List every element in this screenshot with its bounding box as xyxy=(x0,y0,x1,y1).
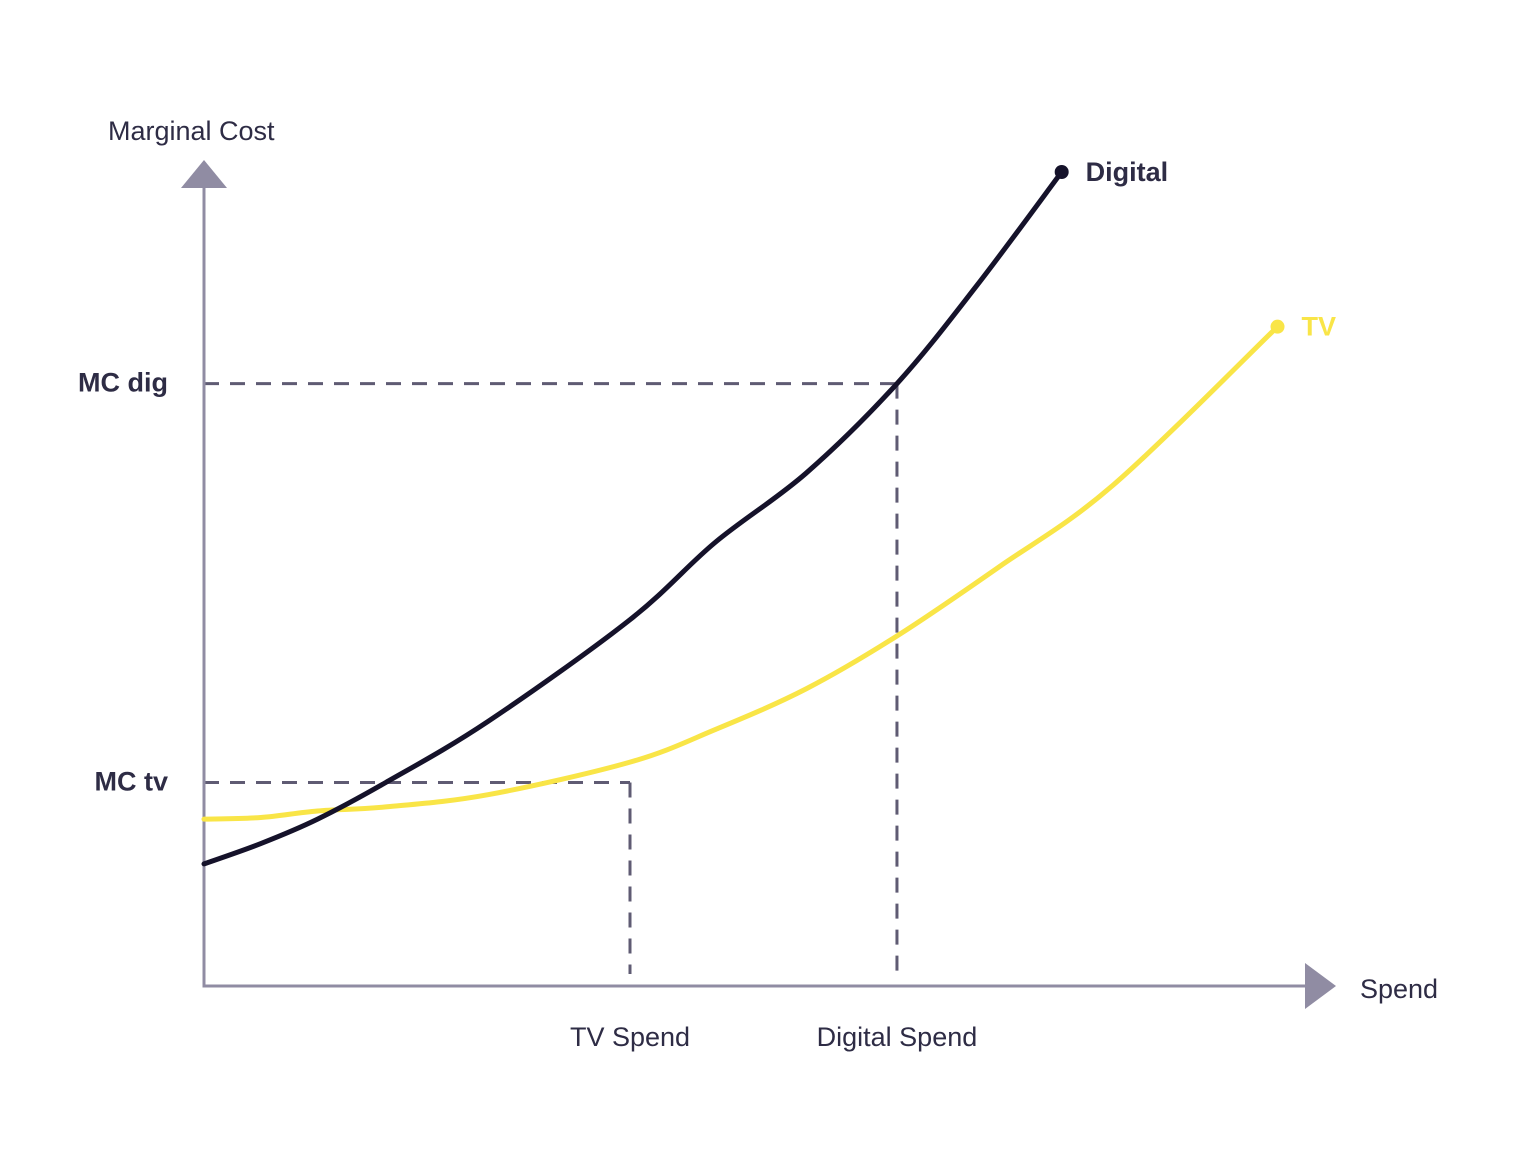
x-tick-label: TV Spend xyxy=(570,1022,690,1052)
x-tick-label: Digital Spend xyxy=(817,1022,978,1052)
tv-end-point xyxy=(1270,319,1285,334)
guide-lines xyxy=(204,382,899,974)
tv-series-label: TV xyxy=(1302,312,1337,342)
y-tick-label: MC dig xyxy=(78,368,168,398)
y-axis-arrow-icon xyxy=(181,160,227,188)
labels-group: Marginal Cost Spend MC dig MC tv TV Spend D… xyxy=(78,116,1438,1052)
y-tick-label: MC tv xyxy=(95,767,169,797)
digital-curve xyxy=(201,169,1065,867)
x-axis-arrow-icon xyxy=(1305,963,1336,1009)
digital-end-point xyxy=(1054,165,1069,179)
x-axis-title: Spend xyxy=(1360,974,1438,1004)
y-axis-title: Marginal Cost xyxy=(108,116,275,146)
tv-curve xyxy=(201,324,1281,822)
axes xyxy=(181,160,1336,1009)
digital-series-label: Digital xyxy=(1086,157,1169,187)
series-group xyxy=(201,165,1285,867)
